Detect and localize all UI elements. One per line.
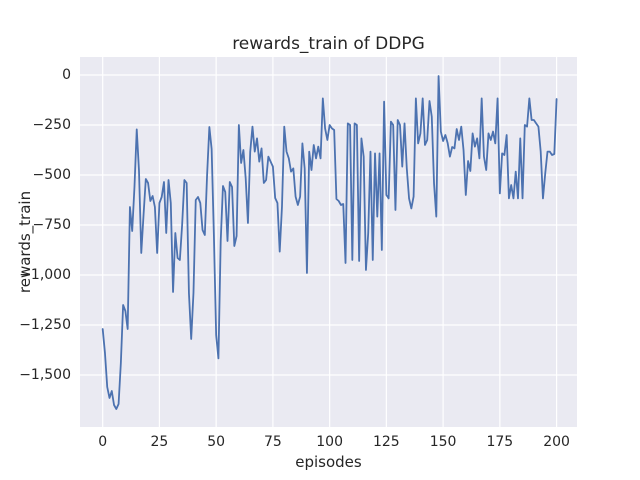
x-axis-label: episodes [295,453,362,471]
plot-background [80,57,577,427]
y-tick-label: −1,250 [19,317,71,333]
x-tick-label: 50 [207,434,226,450]
x-tick-label: 200 [543,434,570,450]
x-tick-label: 75 [263,434,282,450]
y-tick-label: −750 [32,217,71,233]
y-tick-label: −1,500 [19,367,71,383]
y-axis-label: rewards_train [16,190,34,294]
y-tick-label: 0 [62,67,71,83]
x-tick-label: 150 [429,434,457,450]
data-line [101,75,558,410]
x-tick-label: 0 [98,434,108,450]
y-tick-label: −500 [32,167,71,183]
chart-title: rewards_train of DDPG [232,34,425,54]
x-tick-label: 25 [150,434,169,450]
x-tick-label: 175 [486,434,514,450]
plot-area [80,57,577,427]
x-tick-label: 125 [372,434,400,450]
y-tick-label: −250 [32,117,71,133]
chart-svg [80,57,577,427]
y-tick-label: −1,000 [19,267,71,283]
x-tick-label: 100 [316,434,343,450]
